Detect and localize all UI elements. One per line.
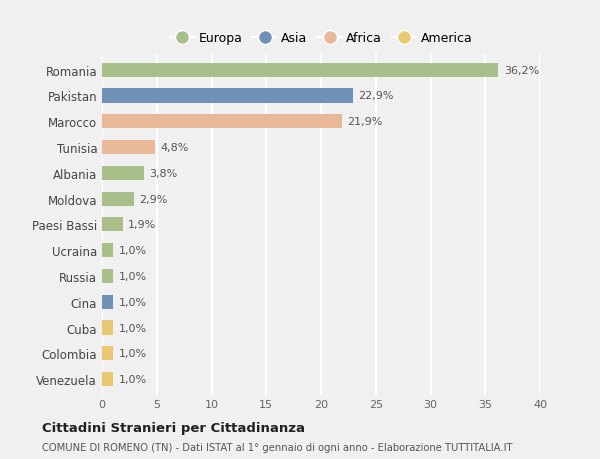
Text: 1,0%: 1,0% xyxy=(118,374,146,384)
Text: COMUNE DI ROMENO (TN) - Dati ISTAT al 1° gennaio di ogni anno - Elaborazione TUT: COMUNE DI ROMENO (TN) - Dati ISTAT al 1°… xyxy=(42,442,512,452)
Text: 2,9%: 2,9% xyxy=(139,194,167,204)
Bar xyxy=(102,218,123,232)
Text: 1,0%: 1,0% xyxy=(118,348,146,358)
Bar xyxy=(102,192,134,206)
Bar xyxy=(102,244,113,257)
Text: 36,2%: 36,2% xyxy=(504,66,539,76)
Text: 1,0%: 1,0% xyxy=(118,271,146,281)
Bar xyxy=(102,372,113,386)
Text: Cittadini Stranieri per Cittadinanza: Cittadini Stranieri per Cittadinanza xyxy=(42,421,305,434)
Bar xyxy=(102,269,113,284)
Text: 1,0%: 1,0% xyxy=(118,323,146,333)
Bar xyxy=(102,63,499,78)
Text: 1,0%: 1,0% xyxy=(118,246,146,256)
Text: 22,9%: 22,9% xyxy=(358,91,394,101)
Bar xyxy=(102,166,143,180)
Bar xyxy=(102,347,113,361)
Text: 21,9%: 21,9% xyxy=(347,117,383,127)
Text: 4,8%: 4,8% xyxy=(160,143,188,153)
Bar xyxy=(102,295,113,309)
Text: 3,8%: 3,8% xyxy=(149,168,178,179)
Bar xyxy=(102,115,342,129)
Text: 1,0%: 1,0% xyxy=(118,297,146,307)
Text: 1,9%: 1,9% xyxy=(128,220,157,230)
Bar xyxy=(102,89,353,103)
Bar xyxy=(102,140,155,155)
Legend: Europa, Asia, Africa, America: Europa, Asia, Africa, America xyxy=(164,28,478,50)
Bar xyxy=(102,321,113,335)
